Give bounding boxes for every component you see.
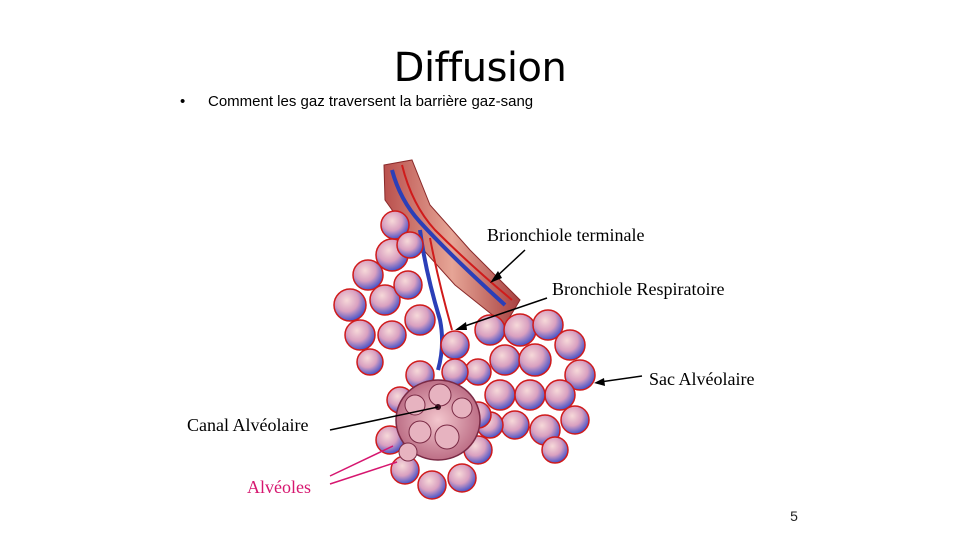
- arrow-head-icon: [455, 322, 467, 330]
- bullet-text: Comment les gaz traversent la barrière g…: [208, 93, 534, 110]
- label-alveoli: Alvéoles: [247, 477, 311, 497]
- bullet-item: • Comment les gaz traversent la barrière…: [180, 92, 533, 112]
- label-alveolar-sac: Sac Alvéolaire: [649, 369, 755, 389]
- left-sac-cluster: [333, 210, 470, 376]
- arrow-head-icon: [490, 271, 502, 283]
- slide-title: Diffusion: [393, 45, 567, 91]
- bronchiole-tube: [383, 159, 521, 371]
- right-sac-cluster: [464, 309, 596, 464]
- cutaway-cluster: [375, 358, 493, 500]
- arrow-head-icon: [594, 378, 605, 386]
- label-respiratory-bronchiole: Bronchiole Respiratoire: [552, 279, 725, 299]
- label-alveolar-canal: Canal Alvéolaire: [187, 415, 309, 435]
- pointer-lines: [329, 249, 643, 485]
- page-number: 5: [790, 508, 798, 524]
- bullet-dot-icon: •: [180, 93, 186, 110]
- label-terminal-bronchiole: Brionchiole terminale: [487, 225, 645, 245]
